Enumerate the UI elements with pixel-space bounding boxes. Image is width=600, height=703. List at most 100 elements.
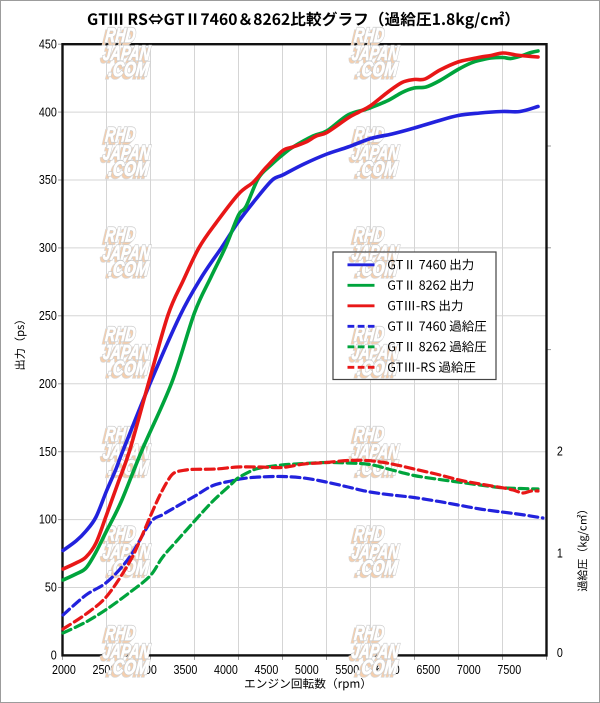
svg-text:RHD: RHD <box>353 223 386 246</box>
svg-text:.COM: .COM <box>105 559 148 582</box>
svg-text:JAPAN: JAPAN <box>348 44 398 67</box>
svg-text:250: 250 <box>39 308 57 323</box>
svg-text:RHD: RHD <box>102 126 135 149</box>
svg-text:50: 50 <box>45 580 57 595</box>
svg-text:RHD: RHD <box>102 226 135 249</box>
svg-text:RHD: RHD <box>351 525 384 548</box>
svg-text:JAPAN: JAPAN <box>348 44 398 67</box>
svg-text:100: 100 <box>39 512 57 527</box>
svg-text:RHD: RHD <box>353 622 386 645</box>
svg-text:RHD: RHD <box>351 226 384 249</box>
svg-text:.COM: .COM <box>105 260 148 283</box>
svg-text:3000: 3000 <box>133 662 157 677</box>
svg-text:150: 150 <box>39 444 57 459</box>
svg-text:.COM: .COM <box>107 257 150 280</box>
svg-text:.COM: .COM <box>105 659 148 682</box>
svg-text:RHD: RHD <box>104 323 137 346</box>
svg-text:.COM: .COM <box>354 659 397 682</box>
svg-text:RHD: RHD <box>351 525 384 548</box>
svg-text:JAPAN: JAPAN <box>102 341 152 364</box>
svg-text:RHD: RHD <box>102 525 135 548</box>
svg-text:450: 450 <box>39 36 57 51</box>
svg-text:JAPAN: JAPAN <box>99 643 149 666</box>
svg-text:.COM: .COM <box>354 559 397 582</box>
svg-text:RHD: RHD <box>104 223 137 246</box>
svg-text:.COM: .COM <box>105 260 148 283</box>
svg-text:.COM: .COM <box>107 656 150 679</box>
svg-text:JAPAN: JAPAN <box>102 142 152 165</box>
svg-text:RHD: RHD <box>104 622 137 645</box>
svg-text:.COM: .COM <box>107 656 150 679</box>
svg-text:6500: 6500 <box>416 662 440 677</box>
svg-text:JAPAN: JAPAN <box>351 640 401 663</box>
svg-text:.COM: .COM <box>354 559 397 582</box>
svg-text:JAPAN: JAPAN <box>99 643 149 666</box>
svg-text:RHD: RHD <box>351 425 384 448</box>
svg-text:.COM: .COM <box>107 158 150 181</box>
svg-text:RHD: RHD <box>102 625 135 648</box>
svg-text:.COM: .COM <box>105 160 148 183</box>
svg-text:0: 0 <box>51 648 57 663</box>
svg-text:.COM: .COM <box>356 357 399 380</box>
svg-text:JAPAN: JAPAN <box>348 543 398 566</box>
svg-text:JAPAN: JAPAN <box>102 640 152 663</box>
svg-text:RHD: RHD <box>104 523 137 546</box>
svg-text:JAPAN: JAPAN <box>102 241 152 264</box>
svg-text:JAPAN: JAPAN <box>99 343 149 366</box>
svg-text:RHD: RHD <box>351 226 384 249</box>
svg-text:2: 2 <box>557 444 563 459</box>
svg-text:JAPAN: JAPAN <box>99 144 149 167</box>
svg-text:RHD: RHD <box>104 124 137 147</box>
svg-text:RHD: RHD <box>104 323 137 346</box>
svg-text:6000: 6000 <box>376 662 400 677</box>
svg-text:RHD: RHD <box>353 323 386 346</box>
svg-text:.COM: .COM <box>354 359 397 382</box>
svg-text:7000: 7000 <box>457 662 481 677</box>
svg-text:2500: 2500 <box>93 662 117 677</box>
svg-text:RHD: RHD <box>102 326 135 349</box>
svg-text:.COM: .COM <box>356 158 399 181</box>
svg-text:RHD: RHD <box>351 625 384 648</box>
svg-text:RHD: RHD <box>104 622 137 645</box>
svg-text:RHD: RHD <box>351 625 384 648</box>
svg-text:JAPAN: JAPAN <box>348 543 398 566</box>
svg-text:.COM: .COM <box>354 60 397 83</box>
svg-text:JAPAN: JAPAN <box>348 144 398 167</box>
svg-text:JAPAN: JAPAN <box>102 640 152 663</box>
svg-text:.COM: .COM <box>107 257 150 280</box>
svg-text:JAPAN: JAPAN <box>102 42 152 65</box>
svg-text:RHD: RHD <box>102 26 135 49</box>
svg-text:JAPAN: JAPAN <box>351 241 401 264</box>
svg-text:JAPAN: JAPAN <box>99 44 149 67</box>
svg-text:RHD: RHD <box>353 24 386 47</box>
svg-text:JAPAN: JAPAN <box>102 540 152 563</box>
svg-text:RHD: RHD <box>351 425 384 448</box>
svg-text:.COM: .COM <box>354 60 397 83</box>
svg-text:.COM: .COM <box>105 659 148 682</box>
svg-text:RHD: RHD <box>353 423 386 446</box>
svg-text:2000: 2000 <box>52 662 76 677</box>
svg-text:JAPAN: JAPAN <box>351 341 401 364</box>
svg-text:.COM: .COM <box>354 359 397 382</box>
svg-text:JAPAN: JAPAN <box>351 441 401 464</box>
svg-text:4000: 4000 <box>214 662 238 677</box>
svg-text:.COM: .COM <box>356 158 399 181</box>
svg-text:.COM: .COM <box>354 160 397 183</box>
svg-text:JAPAN: JAPAN <box>102 341 152 364</box>
svg-text:JAPAN: JAPAN <box>351 640 401 663</box>
svg-text:RHD: RHD <box>104 124 137 147</box>
svg-text:.COM: .COM <box>356 656 399 679</box>
svg-text:RHD: RHD <box>353 223 386 246</box>
svg-text:.COM: .COM <box>105 359 148 382</box>
svg-text:.COM: .COM <box>107 58 150 81</box>
svg-text:JAPAN: JAPAN <box>348 343 398 366</box>
svg-text:RHD: RHD <box>353 523 386 546</box>
svg-text:JAPAN: JAPAN <box>99 44 149 67</box>
svg-text:RHD: RHD <box>102 26 135 49</box>
svg-text:JAPAN: JAPAN <box>348 643 398 666</box>
svg-text:7500: 7500 <box>497 662 521 677</box>
svg-text:.COM: .COM <box>356 656 399 679</box>
svg-text:RHD: RHD <box>102 625 135 648</box>
svg-text:300: 300 <box>39 240 57 255</box>
svg-text:RHD: RHD <box>351 26 384 49</box>
